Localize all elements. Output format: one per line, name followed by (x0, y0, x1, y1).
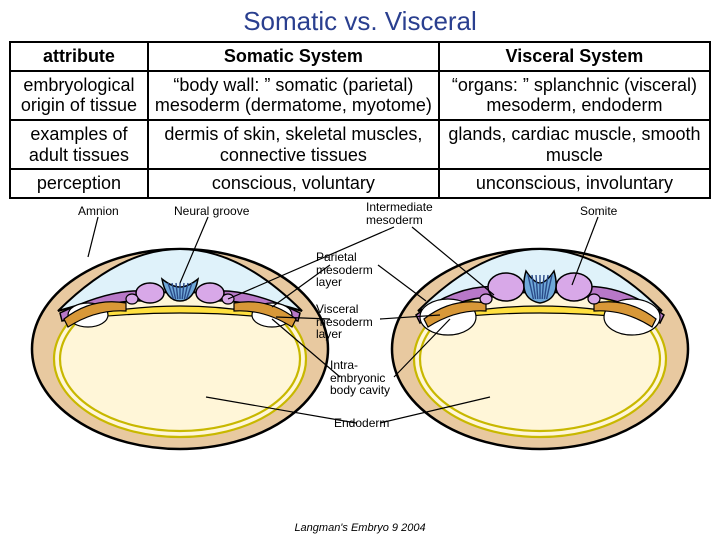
table-row: perception conscious, voluntary unconsci… (10, 169, 710, 198)
col-header-attribute: attribute (10, 42, 148, 71)
label-amnion: Amnion (78, 205, 119, 218)
cell-attr-0: embryological origin of tissue (10, 71, 148, 120)
page-title: Somatic vs. Visceral (0, 0, 720, 41)
cell-vis-1: glands, cardiac muscle, smooth muscle (439, 120, 710, 169)
embryo-diagram: Amnion Neural groove Intermediate mesode… (0, 199, 720, 489)
col-header-somatic: Somatic System (148, 42, 439, 71)
label-visceral-mesoderm: Visceral mesoderm layer (316, 303, 373, 341)
comparison-table: attribute Somatic System Visceral System… (9, 41, 711, 199)
label-somite: Somite (580, 205, 617, 218)
label-parietal-mesoderm: Parietal mesoderm layer (316, 251, 373, 289)
cell-attr-1: examples of adult tissues (10, 120, 148, 169)
table-header-row: attribute Somatic System Visceral System (10, 42, 710, 71)
col-header-visceral: Visceral System (439, 42, 710, 71)
citation: Langman's Embryo 9 2004 (0, 522, 720, 534)
cell-vis-0: “organs: ” splanchnic (visceral) mesoder… (439, 71, 710, 120)
cell-som-0: “body wall: ” somatic (parietal) mesoder… (148, 71, 439, 120)
label-endoderm: Endoderm (334, 417, 389, 430)
label-intra-cavity: Intra- embryonic body cavity (330, 359, 390, 397)
label-intermediate-mesoderm: Intermediate mesoderm (366, 201, 433, 226)
table-row: embryological origin of tissue “body wal… (10, 71, 710, 120)
label-neural-groove: Neural groove (174, 205, 249, 218)
cell-som-2: conscious, voluntary (148, 169, 439, 198)
cell-attr-2: perception (10, 169, 148, 198)
table-row: examples of adult tissues dermis of skin… (10, 120, 710, 169)
cell-som-1: dermis of skin, skeletal muscles, connec… (148, 120, 439, 169)
cell-vis-2: unconscious, involuntary (439, 169, 710, 198)
